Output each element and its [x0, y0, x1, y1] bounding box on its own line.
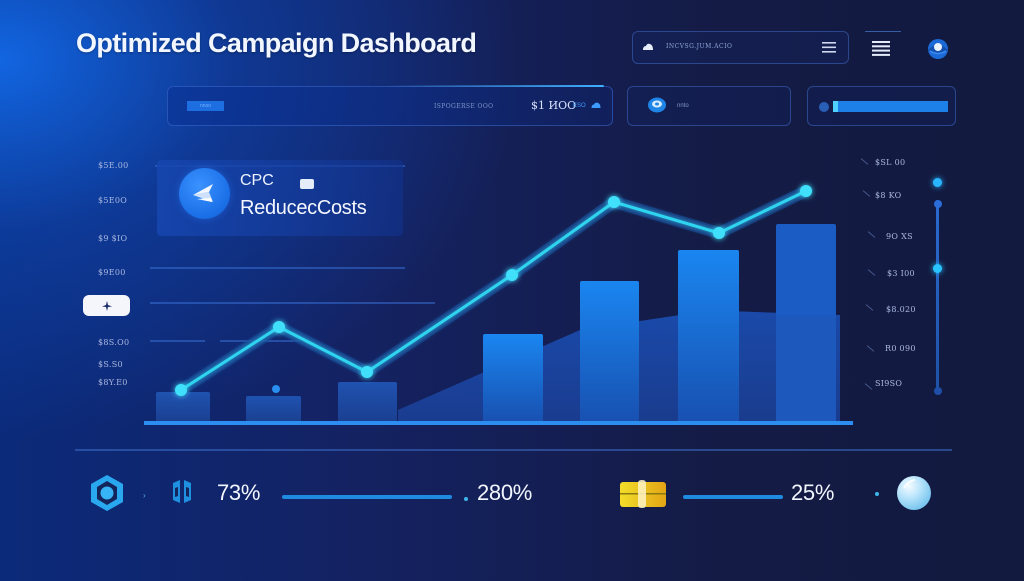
y-axis-right-label: 9O XS [886, 232, 913, 241]
bar [246, 396, 301, 423]
y-axis-right-label: $8 KO [875, 191, 902, 200]
tick-mark [864, 383, 873, 390]
y-axis-left-label: $8S.O0 [98, 338, 130, 347]
y-axis-right-label: $3 I00 [887, 269, 915, 278]
stat-progress-line [282, 495, 452, 499]
bar [483, 334, 543, 423]
book-icon [171, 478, 193, 506]
tick-mark [866, 345, 875, 352]
stat-dot [464, 497, 468, 501]
y-axis-left-label: $8Y.E0 [98, 378, 128, 387]
y-axis-left-label: $9E00 [98, 268, 126, 277]
tick-mark [867, 269, 876, 276]
hamburger-icon [872, 41, 890, 56]
bar [338, 382, 397, 423]
stat-value-73: 73% [217, 480, 261, 505]
tick-mark [865, 304, 874, 311]
summary-code: ISPOGERSE OOO [434, 103, 494, 110]
cloud-icon [591, 102, 601, 108]
eye-icon [928, 39, 948, 59]
arrow-icon: › [143, 491, 146, 500]
y-axis-left-label: $9 $IO [98, 234, 128, 243]
bar [678, 250, 739, 423]
x-axis-baseline [144, 421, 853, 425]
marker-dot [272, 385, 280, 393]
progress-panel[interactable] [807, 86, 956, 126]
summary-value-small: ESO [573, 103, 586, 109]
stat-value-25: 25% [791, 480, 835, 505]
gauge-icon [819, 102, 829, 112]
slider-handle-bottom[interactable] [934, 387, 942, 395]
plane-icon [101, 300, 112, 311]
grid-line [150, 340, 205, 342]
slider-handle-mid[interactable] [933, 264, 942, 273]
trend-points [175, 185, 812, 396]
add-button[interactable] [83, 295, 130, 316]
globe-icon[interactable] [896, 475, 932, 511]
notifications-label: nnto [677, 103, 689, 109]
slider-handle-top[interactable] [933, 178, 942, 187]
bar [156, 392, 210, 423]
stat-progress-line [683, 495, 783, 499]
y-axis-right-label: $SL 00 [875, 158, 906, 167]
slider-stop[interactable] [934, 200, 942, 208]
paper-plane-icon [179, 168, 230, 219]
y-axis-right-label: SI9SO [875, 379, 903, 388]
profile-button[interactable] [925, 36, 951, 62]
campaign-chart [144, 185, 853, 425]
range-slider-track[interactable] [936, 200, 939, 392]
y-axis-left-label: $5E0O [98, 196, 128, 205]
tick-mark [867, 231, 876, 238]
grid-line [150, 267, 405, 269]
bar-overlay [776, 315, 836, 423]
message-icon [300, 179, 314, 189]
page-title: Optimized Campaign Dashboard [76, 28, 477, 58]
summary-value: $1 ИОО [531, 99, 577, 112]
progress-bar [833, 101, 948, 112]
summary-panel[interactable]: nnoo ISPOGERSE OOO $1 ИОО ESO [167, 85, 613, 126]
wallet-icon [619, 480, 667, 508]
grid-line [150, 302, 435, 304]
cpc-subtitle: ReducecCosts [240, 197, 367, 219]
menu-button-indicator [865, 31, 901, 32]
section-divider [75, 449, 952, 451]
cloud-icon [642, 43, 654, 50]
y-axis-right-label: $8.020 [886, 305, 916, 314]
menu-button[interactable] [865, 31, 901, 67]
stat-value-280: 280% [477, 480, 533, 505]
search-input[interactable]: INCVSG.JUM.ACIO [632, 31, 849, 64]
summary-chip[interactable]: nnoo [187, 101, 224, 111]
panel-glow [384, 85, 604, 87]
cpc-title: CPC [240, 172, 274, 189]
chat-bubble-icon [648, 97, 666, 113]
cpc-card[interactable]: CPC ReducecCosts [157, 160, 403, 236]
y-axis-right-label: R0 090 [885, 344, 916, 353]
search-placeholder: INCVSG.JUM.ACIO [666, 43, 733, 50]
stat-dot [875, 492, 879, 496]
notifications-panel[interactable]: nnto [627, 86, 791, 126]
tick-mark [862, 190, 871, 197]
tick-mark [860, 158, 869, 165]
y-axis-left-label: $S.S0 [98, 360, 123, 369]
y-axis-left-label: $5E.00 [98, 161, 129, 170]
hexagon-icon [89, 474, 125, 512]
progress-bar-handle[interactable] [833, 101, 838, 112]
bar [580, 281, 639, 423]
hamburger-icon[interactable] [822, 42, 836, 53]
